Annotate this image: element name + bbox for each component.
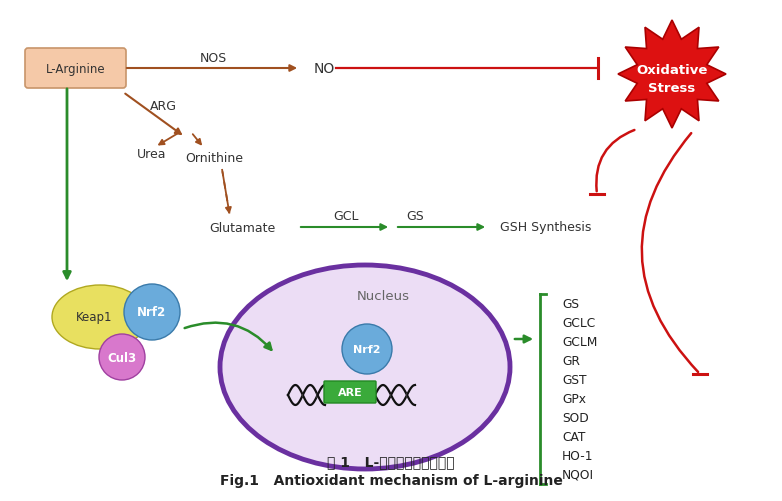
Text: ARE: ARE [338, 387, 362, 397]
Text: GR: GR [562, 354, 580, 367]
Text: SOD: SOD [562, 411, 589, 424]
Text: NO: NO [314, 62, 335, 76]
Text: CAT: CAT [562, 430, 586, 443]
Ellipse shape [220, 266, 510, 469]
FancyBboxPatch shape [25, 49, 126, 89]
Circle shape [99, 334, 145, 380]
Text: GCLC: GCLC [562, 316, 595, 329]
Text: Urea: Urea [138, 148, 167, 161]
Text: GCLM: GCLM [562, 335, 597, 348]
Text: GS: GS [406, 209, 424, 222]
Text: L-Arginine: L-Arginine [45, 63, 106, 75]
Circle shape [124, 285, 180, 340]
Text: 图 1   L-精氨酸的抗氧化机制: 图 1 L-精氨酸的抗氧化机制 [327, 454, 455, 468]
Text: Nucleus: Nucleus [357, 289, 410, 302]
Text: Cul3: Cul3 [107, 351, 137, 364]
Text: GPx: GPx [562, 392, 586, 405]
FancyBboxPatch shape [324, 381, 376, 403]
Text: Nrf2: Nrf2 [353, 344, 381, 354]
Text: Glutamate: Glutamate [209, 221, 275, 234]
Polygon shape [618, 21, 726, 129]
Text: GS: GS [562, 298, 579, 311]
Text: Ornithine: Ornithine [185, 152, 243, 165]
Circle shape [342, 324, 392, 374]
Text: NOS: NOS [199, 52, 227, 64]
Text: Fig.1   Antioxidant mechanism of L-arginine: Fig.1 Antioxidant mechanism of L-arginin… [220, 473, 562, 487]
Text: Nrf2: Nrf2 [138, 306, 167, 319]
Text: GSH Synthesis: GSH Synthesis [500, 221, 591, 234]
Text: GCL: GCL [333, 209, 359, 222]
Text: ARG: ARG [149, 100, 177, 113]
Text: HO-1: HO-1 [562, 449, 594, 462]
Text: Oxidative: Oxidative [637, 64, 708, 77]
Text: Stress: Stress [648, 81, 696, 94]
Text: Keap1: Keap1 [76, 311, 113, 324]
Text: NQOI: NQOI [562, 468, 594, 481]
Text: GST: GST [562, 373, 586, 386]
Ellipse shape [52, 286, 148, 349]
